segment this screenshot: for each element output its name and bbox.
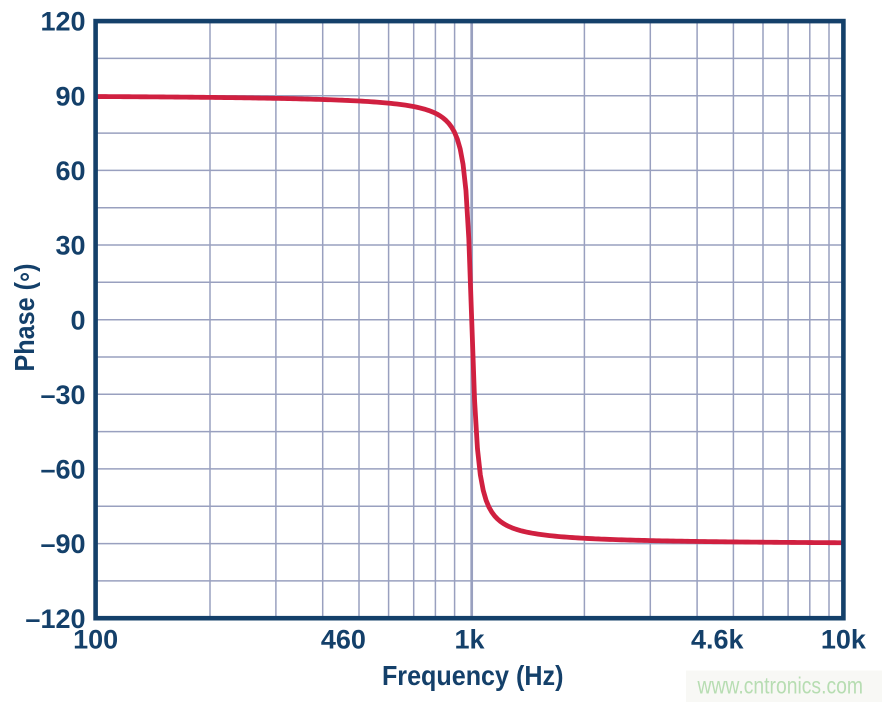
svg-text:10k: 10k — [821, 625, 867, 655]
svg-text:60: 60 — [55, 156, 85, 186]
svg-text:–120: –120 — [25, 604, 85, 634]
svg-text:–60: –60 — [40, 455, 85, 485]
svg-text:90: 90 — [55, 81, 85, 111]
svg-text:www.cntronics.com: www.cntronics.com — [697, 672, 863, 698]
svg-text:460: 460 — [321, 625, 366, 655]
svg-text:30: 30 — [55, 231, 85, 261]
svg-text:–90: –90 — [40, 529, 85, 559]
svg-text:–30: –30 — [40, 380, 85, 410]
svg-text:120: 120 — [40, 7, 85, 37]
svg-text:4.6k: 4.6k — [691, 625, 745, 655]
svg-text:1k: 1k — [454, 625, 485, 655]
svg-text:Phase (°): Phase (°) — [9, 264, 46, 372]
svg-text:0: 0 — [70, 305, 85, 335]
svg-text:Frequency (Hz): Frequency (Hz) — [382, 660, 564, 691]
svg-text:100: 100 — [73, 625, 118, 655]
